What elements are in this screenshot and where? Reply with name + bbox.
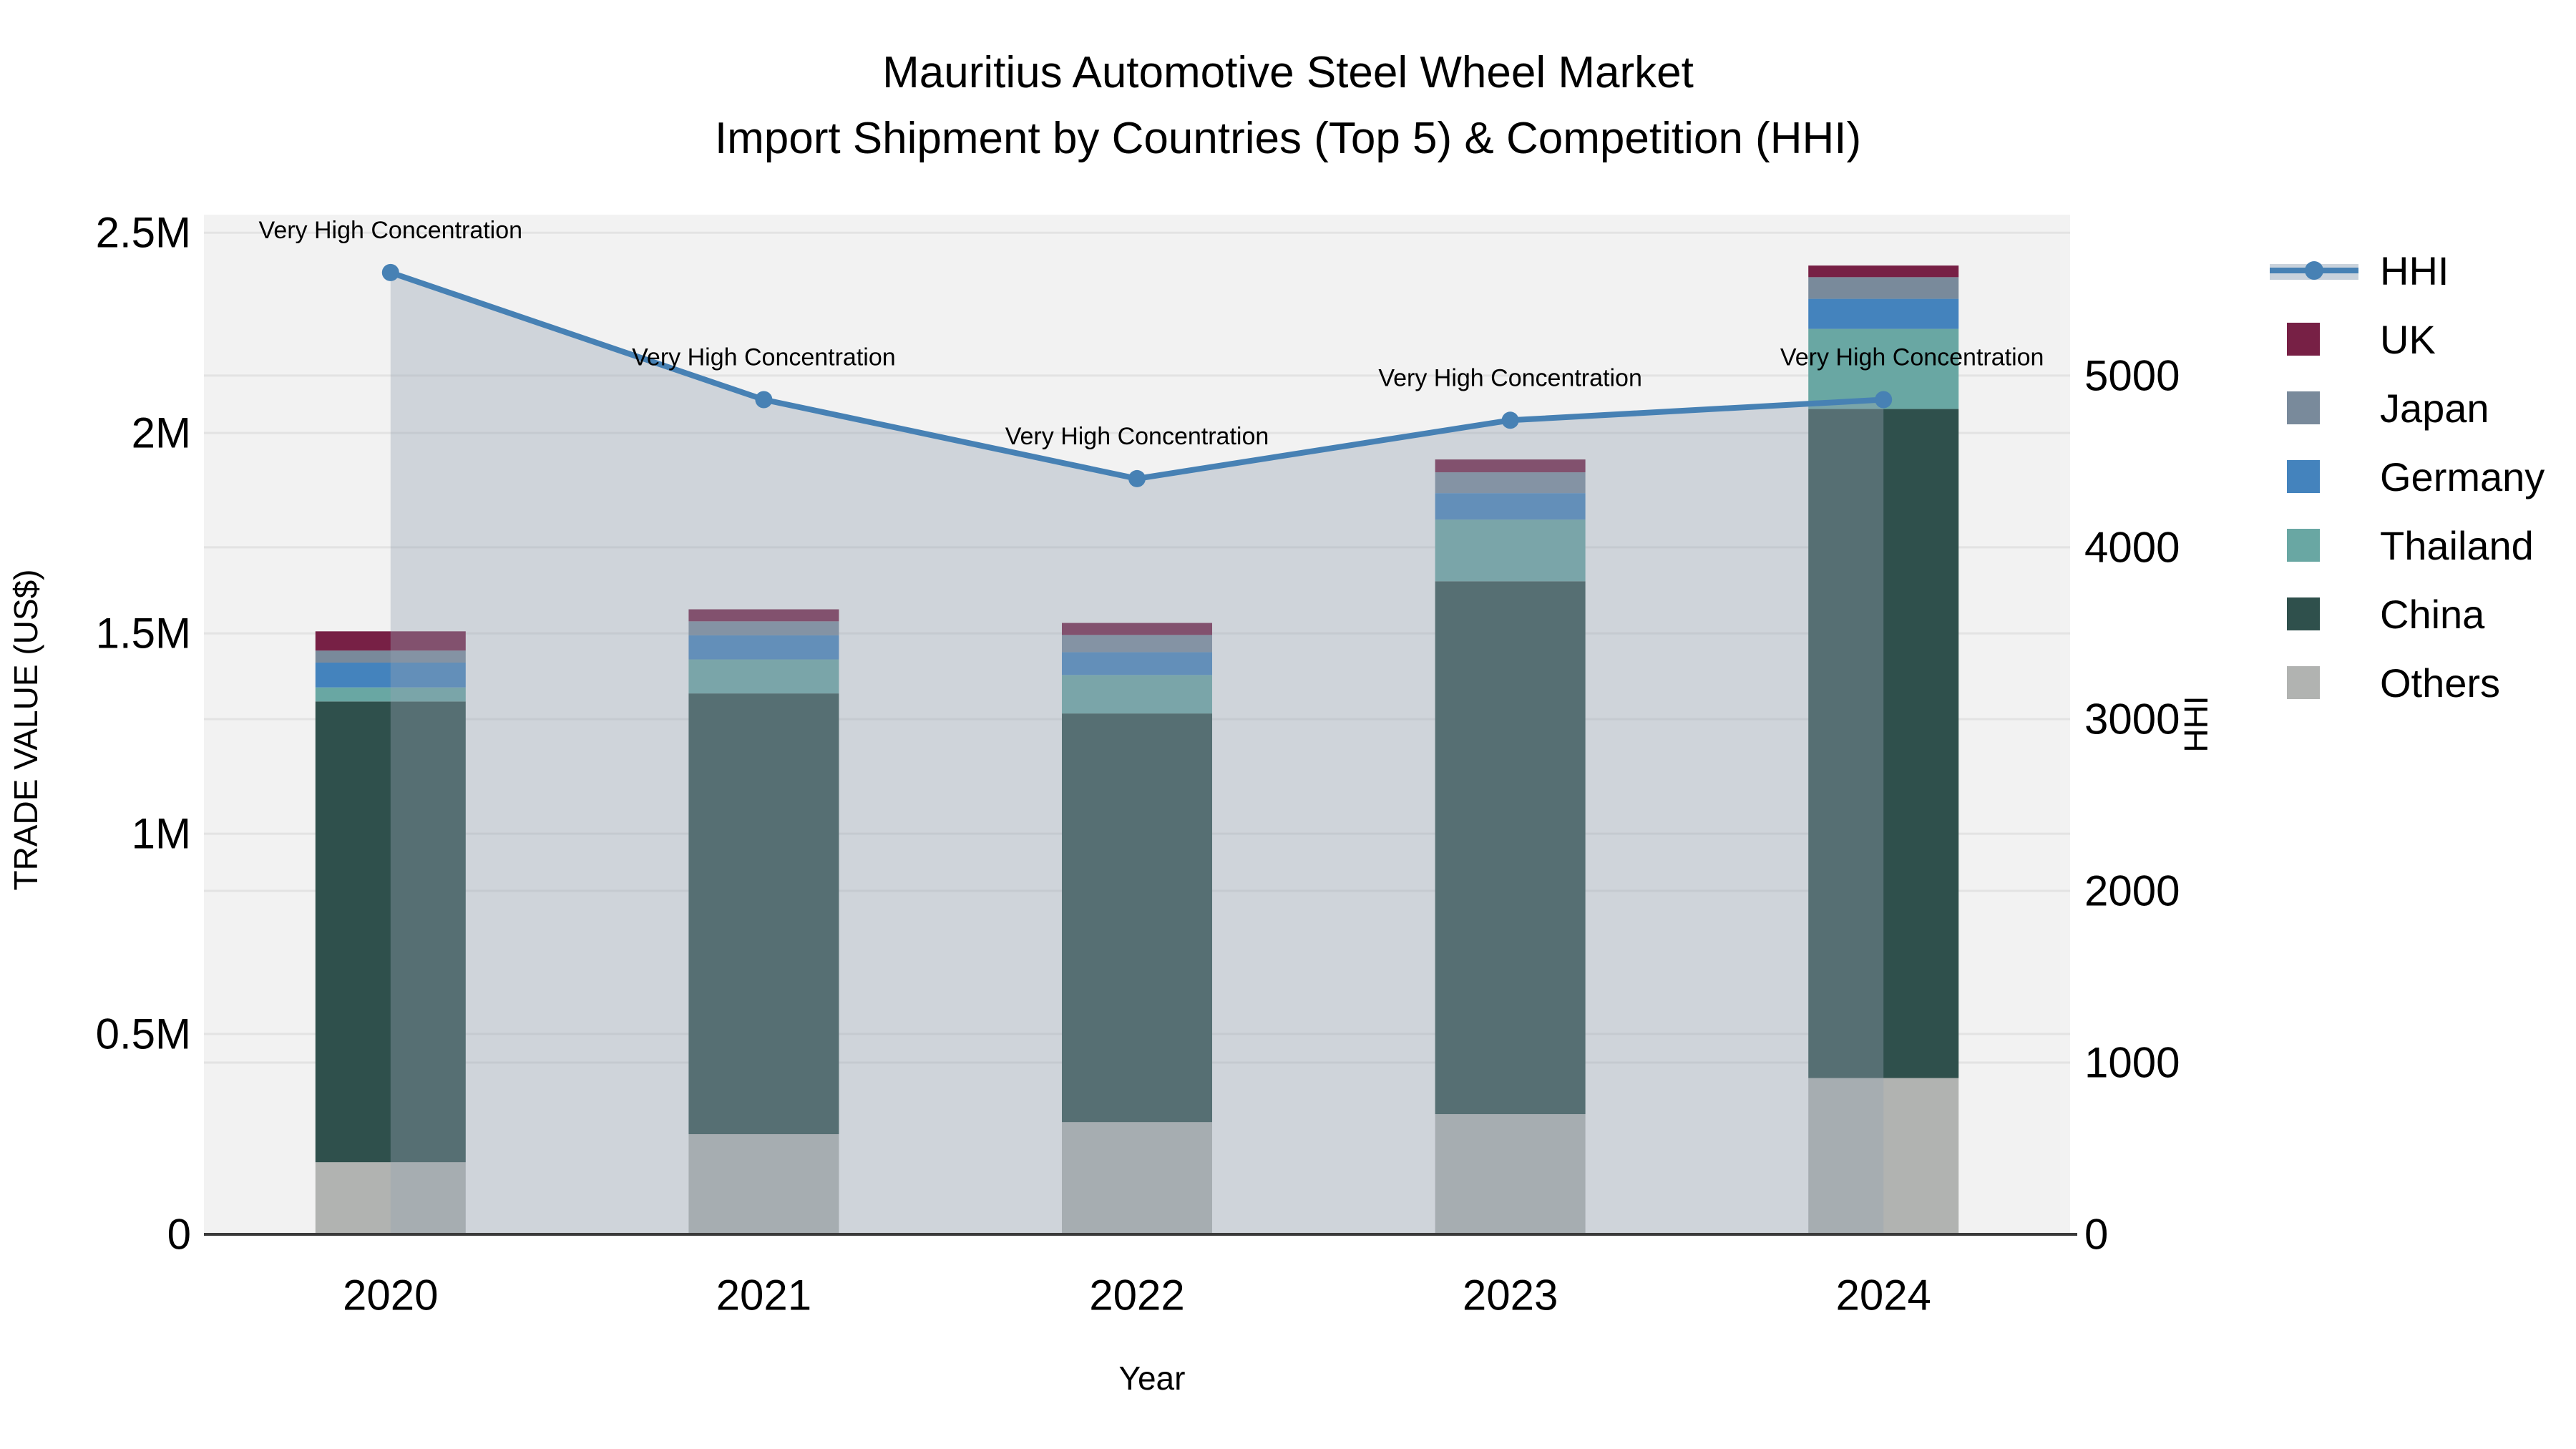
chart-title: Mauritius Automotive Steel Wheel Market bbox=[882, 48, 1694, 97]
hhi-marker-2024 bbox=[1875, 391, 1893, 409]
bar-segment-japan-2024 bbox=[1808, 277, 1959, 299]
legend-label: Japan bbox=[2380, 385, 2489, 431]
bar-segment-thailand-2021 bbox=[688, 659, 839, 694]
bar-segment-china-2022 bbox=[1062, 713, 1212, 1123]
x-tick-2024: 2024 bbox=[1835, 1272, 1931, 1319]
annotation-2022: Very High Concentration bbox=[1005, 423, 1269, 450]
legend-item-others[interactable]: Others bbox=[2270, 648, 2545, 717]
legend-item-thailand[interactable]: Thailand bbox=[2270, 511, 2545, 580]
bar-segment-uk-2024 bbox=[1808, 265, 1959, 278]
bar-segment-china-2023 bbox=[1435, 581, 1586, 1115]
y-right-tick-1000: 1000 bbox=[2084, 1038, 2180, 1086]
y-axis-title-left: TRADE VALUE (US$) bbox=[7, 569, 44, 890]
legend-item-uk[interactable]: UK bbox=[2270, 305, 2545, 374]
bar-segment-others-2020 bbox=[315, 1162, 466, 1234]
y-right-tick-4000: 4000 bbox=[2084, 523, 2180, 571]
china-swatch-icon bbox=[2270, 597, 2361, 630]
y-axis-title-right: HHI bbox=[2177, 696, 2215, 752]
y-right-tick-5000: 5000 bbox=[2084, 351, 2180, 399]
bar-segment-china-2020 bbox=[315, 701, 466, 1163]
legend-label: UK bbox=[2380, 316, 2436, 362]
annotation-2021: Very High Concentration bbox=[632, 344, 896, 371]
bar-segment-uk-2023 bbox=[1435, 459, 1586, 473]
bar-segment-thailand-2020 bbox=[315, 687, 466, 702]
legend-item-hhi[interactable]: HHI bbox=[2270, 236, 2545, 305]
legend-item-germany[interactable]: Germany bbox=[2270, 442, 2545, 511]
uk-swatch-icon bbox=[2270, 323, 2361, 356]
thailand-swatch-icon bbox=[2270, 529, 2361, 562]
y-left-tick-0.5M: 0.5M bbox=[96, 1010, 191, 1058]
x-tick-2021: 2021 bbox=[716, 1272, 811, 1319]
bar-segment-thailand-2023 bbox=[1435, 519, 1586, 582]
y-left-tick-2M: 2M bbox=[132, 409, 191, 457]
annotation-2023: Very High Concentration bbox=[1378, 364, 1642, 391]
hhi-line-swatch-icon bbox=[2270, 254, 2361, 287]
legend-label: Germany bbox=[2380, 454, 2545, 499]
legend-label: China bbox=[2380, 591, 2485, 637]
legend-label: HHI bbox=[2380, 248, 2449, 293]
bar-segment-uk-2022 bbox=[1062, 623, 1212, 635]
bar-segment-japan-2023 bbox=[1435, 472, 1586, 494]
hhi-marker-2022 bbox=[1128, 469, 1146, 487]
bar-segment-germany-2023 bbox=[1435, 493, 1586, 520]
bar-segment-germany-2021 bbox=[688, 635, 839, 660]
annotation-2020: Very High Concentration bbox=[259, 217, 523, 244]
chart-subtitle: Import Shipment by Countries (Top 5) & C… bbox=[715, 114, 1861, 163]
x-tick-2022: 2022 bbox=[1089, 1272, 1184, 1319]
bar-segment-germany-2024 bbox=[1808, 298, 1959, 329]
legend-label: Thailand bbox=[2380, 522, 2534, 568]
bar-segment-japan-2021 bbox=[688, 621, 839, 635]
y-left-tick-2.5M: 2.5M bbox=[96, 209, 191, 257]
x-tick-2020: 2020 bbox=[343, 1272, 438, 1319]
y-right-tick-0: 0 bbox=[2084, 1211, 2108, 1259]
japan-swatch-icon bbox=[2270, 391, 2361, 424]
bar-segment-germany-2022 bbox=[1062, 652, 1212, 675]
others-swatch-icon bbox=[2270, 666, 2361, 699]
germany-swatch-icon bbox=[2270, 460, 2361, 493]
bar-segment-others-2022 bbox=[1062, 1122, 1212, 1234]
hhi-marker-2021 bbox=[755, 391, 773, 409]
bar-segment-china-2024 bbox=[1808, 409, 1959, 1078]
x-tick-2023: 2023 bbox=[1463, 1272, 1558, 1319]
bar-segment-others-2023 bbox=[1435, 1114, 1586, 1234]
bar-segment-japan-2020 bbox=[315, 650, 466, 663]
hhi-marker-2020 bbox=[381, 263, 399, 281]
bar-segment-others-2024 bbox=[1808, 1078, 1959, 1234]
x-axis-title: Year bbox=[1119, 1360, 1186, 1397]
y-left-tick-0: 0 bbox=[167, 1211, 191, 1259]
bar-segment-uk-2021 bbox=[688, 609, 839, 622]
legend-item-japan[interactable]: Japan bbox=[2270, 374, 2545, 442]
y-left-tick-1M: 1M bbox=[132, 810, 191, 858]
bar-segment-japan-2022 bbox=[1062, 635, 1212, 653]
y-right-tick-2000: 2000 bbox=[2084, 867, 2180, 914]
legend-item-china[interactable]: China bbox=[2270, 580, 2545, 648]
bar-segment-germany-2020 bbox=[315, 662, 466, 688]
bar-segment-uk-2020 bbox=[315, 631, 466, 651]
legend: HHI UK Japan Germany Thailand China Othe… bbox=[2270, 236, 2545, 717]
hhi-marker-2023 bbox=[1501, 411, 1519, 429]
bar-segment-others-2021 bbox=[688, 1134, 839, 1234]
bar-segment-china-2021 bbox=[688, 693, 839, 1135]
bar-segment-thailand-2022 bbox=[1062, 675, 1212, 714]
y-right-tick-3000: 3000 bbox=[2084, 695, 2180, 743]
legend-label: Others bbox=[2380, 660, 2501, 706]
hhi-area-fill bbox=[390, 272, 1884, 1234]
y-left-tick-1.5M: 1.5M bbox=[96, 610, 191, 658]
annotation-2024: Very High Concentration bbox=[1780, 344, 2044, 371]
